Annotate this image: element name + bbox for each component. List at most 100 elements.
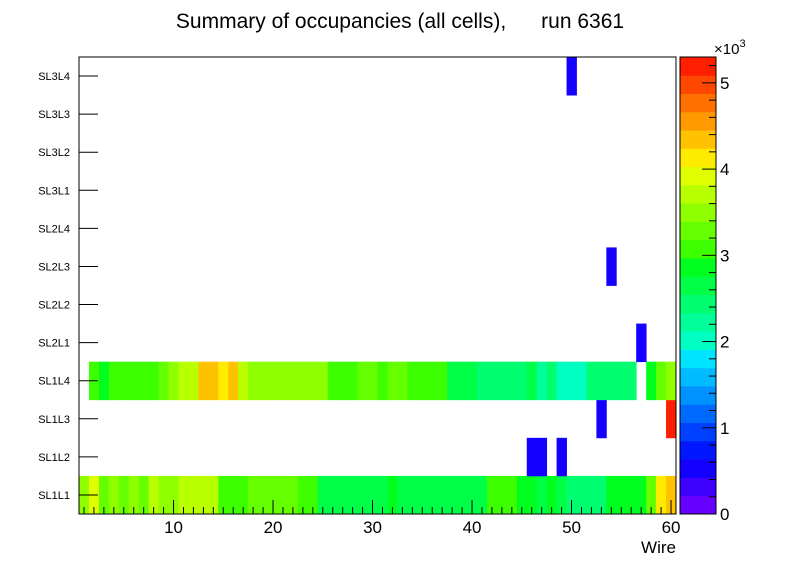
palette-exponent: ×103 [714,38,746,58]
heatmap-cell [198,361,209,401]
heatmap-cell [218,361,229,401]
y-tick-label: SL2L1 [38,338,70,350]
heatmap-cell [437,361,448,401]
heatmap-cell [636,323,647,363]
heatmap-cell [367,361,378,401]
y-tick-label: SL2L3 [38,261,70,273]
heatmap-cell [357,361,368,401]
palette-swatch [680,312,716,332]
heatmap-cell [108,475,120,515]
heatmap-cell [526,361,538,401]
heatmap-cell [158,361,169,401]
heatmap-cell [307,361,319,401]
palette-tick-label: 1 [720,419,729,438]
heatmap-cell [656,475,667,515]
palette-swatch [680,221,716,241]
y-axis: SL1L1 SL1L2 SL1L3 SL1L4 SL2L1 SL2L2 SL2L3 SL2L4… [38,71,98,502]
palette-swatch [680,331,716,350]
palette-swatch [680,93,716,113]
heatmap-cell [327,361,339,401]
palette-swatch [680,130,716,149]
heatmap-cell [646,361,657,401]
heatmap-cell [566,361,577,401]
palette-exponent-power: 3 [739,38,745,50]
heatmap-cell [397,361,408,401]
palette-swatch [680,367,716,387]
heatmap-cell [297,475,309,515]
heatmap-cell [636,475,647,515]
heatmap-cell [626,361,637,401]
heatmap-cell [616,475,627,515]
heatmap-cell [347,361,358,401]
heatmap-cell [536,361,548,401]
heatmap-cell [248,361,259,401]
heatmap-cell [457,475,468,515]
heatmap-cell [228,475,239,515]
heatmap-cell [576,475,587,515]
heatmap-cell [486,361,498,401]
palette-swatch [680,276,716,296]
x-axis-label: Wire [641,538,676,557]
heatmap-cell [278,475,289,515]
heatmap-cell [287,475,299,515]
y-tick-label: SL2L4 [38,223,70,235]
heatmap-cell [208,361,219,401]
palette-tick-label: 5 [720,74,729,93]
heatmap-cell [496,361,508,401]
heatmap-cell [596,475,607,515]
x-tick-label: 50 [562,518,581,537]
heatmap-cell [576,361,587,401]
heatmap-cell [526,475,538,515]
heatmap-cell [128,475,140,515]
x-axis: 10 20 30 40 50 60 [83,500,681,537]
palette-exponent-base: ×10 [714,41,739,58]
heatmap-cell [666,361,677,401]
heatmap-cell [108,361,120,401]
heatmap-cell [586,475,597,515]
palette-swatch [680,239,716,259]
heatmap-cell [178,361,189,401]
palette-swatch [680,422,716,442]
heatmap-cell [656,361,667,401]
palette-tick-label: 4 [720,160,729,179]
heatmap-cell [118,361,130,401]
heatmap-cell [417,475,428,515]
heatmap-cell [427,361,438,401]
heatmap-cell [596,361,607,401]
palette-tick-label: 0 [720,505,729,524]
plot-frame [78,56,677,515]
heatmap-cell [387,475,398,515]
palette-tick-label: 2 [720,333,729,352]
heatmap-cell [437,475,448,515]
heatmap-cell [427,475,438,515]
palette-swatch [680,203,716,222]
heatmap-cell [566,57,577,96]
heatmap-cell [666,475,677,515]
heatmap-cell [218,475,229,515]
heatmap-cell [417,361,428,401]
chart-title: Summary of occupancies (all cells), run … [176,10,624,33]
heatmap-cell [536,475,548,515]
palette-swatch [680,495,716,515]
palette-swatch [680,294,716,314]
heatmap-cell [477,475,488,515]
heatmap-cell [347,475,358,515]
heatmap-cell [297,361,309,401]
heatmap-cell [198,475,209,515]
heatmap-cell [646,475,657,515]
heatmap-cell [526,437,538,477]
heatmap-cell [556,361,567,401]
x-tick-label: 40 [463,518,482,537]
heatmap-cell [626,475,637,515]
heatmap-cell [586,361,597,401]
heatmap-cell [536,437,548,477]
heatmap-cell [666,399,677,439]
heatmap-cell [477,361,488,401]
x-tick-label: 30 [363,518,382,537]
x-tick-label: 10 [164,518,183,537]
heatmap-cell [168,361,179,401]
heatmap-cell [98,475,110,515]
x-tick-label: 60 [662,518,681,537]
y-tick-label: SL3L4 [38,71,70,83]
